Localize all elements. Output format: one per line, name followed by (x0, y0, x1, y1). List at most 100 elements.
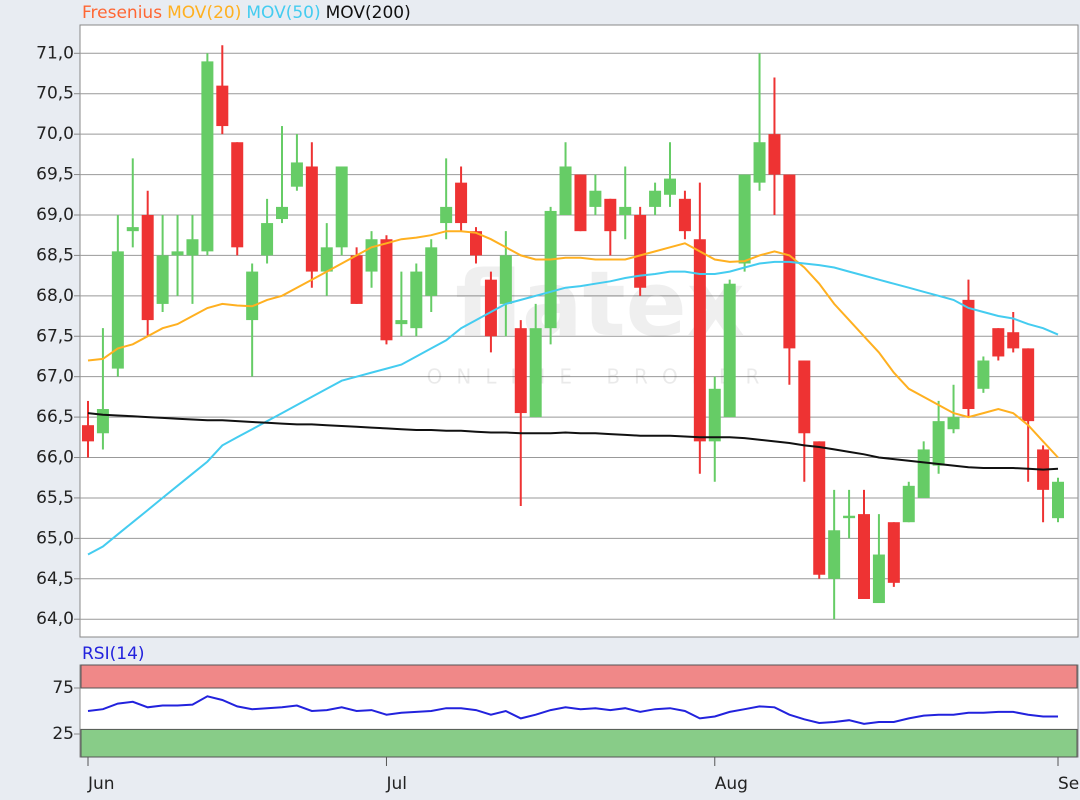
main-panel (79, 24, 1079, 638)
candle-body (380, 239, 393, 341)
y-tick-label: 66,0 (36, 448, 74, 468)
candle-body (425, 247, 438, 296)
watermark: ONLINE BROKER (427, 365, 774, 389)
candle-body (992, 328, 1005, 357)
candle-body (768, 134, 781, 175)
candle-body (1052, 481, 1064, 519)
candle-body (216, 85, 229, 127)
candle-body (395, 320, 408, 325)
y-tick-label: 64,0 (36, 609, 74, 629)
legend-entry: MOV(20) (167, 3, 241, 23)
candle-body (455, 182, 468, 224)
rsi-band (80, 664, 1078, 689)
y-tick-label: 65,5 (36, 488, 74, 508)
y-tick-label: 67,0 (36, 367, 74, 387)
y-tick-label: 64,5 (36, 569, 74, 589)
candle-body (290, 162, 303, 187)
candle-body (82, 425, 94, 442)
candle-body (261, 223, 274, 256)
candle-body (932, 421, 945, 466)
candle-body (320, 247, 333, 272)
candle-body (365, 239, 378, 272)
candle-body (470, 231, 482, 256)
x-tick-label: Jun (87, 774, 115, 794)
candle-body (738, 174, 751, 264)
y-tick-label: 68,5 (36, 245, 74, 265)
y-tick-label: 65,0 (36, 528, 74, 548)
legend-entry: Fresenius (82, 3, 162, 23)
y-tick-label: 71,0 (36, 43, 74, 63)
candle-body (111, 251, 124, 369)
candle-body (723, 283, 736, 418)
candle-body (514, 328, 527, 414)
candle-body (141, 214, 154, 321)
candle-body (440, 206, 453, 224)
candle-body (693, 239, 706, 442)
rsi-band (80, 728, 1078, 758)
candle-body (126, 227, 139, 232)
candle-body (201, 61, 214, 252)
y-tick-label: 66,5 (36, 407, 74, 427)
candle-body (634, 214, 647, 288)
candle-body (156, 255, 169, 304)
candle-body (604, 198, 617, 232)
y-tick-label: 75 (52, 678, 74, 698)
y-tick-label: 68,0 (36, 286, 74, 306)
y-tick-label: 25 (52, 724, 74, 744)
candle-body (305, 166, 318, 272)
candle-body (917, 449, 930, 498)
candle-body (649, 190, 662, 207)
candle-body (559, 166, 572, 215)
candle-body (619, 206, 632, 215)
candle-body (231, 142, 244, 248)
legend: Fresenius MOV(20) MOV(50) MOV(200) (82, 3, 411, 23)
series-line (87, 412, 1059, 471)
candle-body (171, 251, 184, 256)
candle-body (574, 174, 587, 232)
candle-body (678, 198, 691, 232)
legend-entry: MOV(50) (246, 3, 320, 23)
candle-body (276, 206, 288, 220)
candle-body (902, 485, 915, 523)
candle-body (977, 360, 990, 389)
y-tick-label: 70,5 (36, 84, 74, 104)
candle-body (186, 239, 199, 256)
candle-body (947, 417, 960, 430)
candle-body (858, 514, 870, 600)
candle-body (350, 255, 363, 304)
candle-body (813, 441, 826, 575)
x-tick-label: Aug (715, 774, 748, 794)
candle-body (708, 388, 721, 442)
candle-body (798, 360, 811, 434)
candle-body (843, 515, 856, 519)
candle-body (499, 255, 512, 304)
legend-entry: MOV(200) (326, 3, 411, 23)
candle-body (96, 409, 109, 434)
candle-body (335, 166, 348, 248)
candle-body (410, 271, 423, 329)
candle-body (1022, 348, 1035, 422)
series-line (87, 260, 1059, 556)
candle-body (544, 210, 557, 329)
candle-body (529, 328, 542, 418)
candle-body (828, 530, 841, 579)
series-line (87, 230, 1059, 459)
series-line (87, 695, 1058, 725)
candle-body (872, 554, 885, 604)
panel-title: RSI(14) (82, 644, 145, 664)
candle-body (484, 279, 497, 337)
candle-body (664, 178, 676, 195)
candle-body (962, 299, 975, 410)
y-tick-label: 69,5 (36, 165, 74, 185)
candle-body (1007, 332, 1020, 349)
candle-body (589, 190, 602, 207)
y-tick-label: 70,0 (36, 124, 74, 144)
y-tick-label: 69,0 (36, 205, 74, 225)
candle-body (887, 522, 900, 583)
y-tick-label: 67,5 (36, 326, 74, 346)
candle-body (753, 142, 766, 183)
x-tick-label: Jul (385, 774, 407, 794)
x-tick-label: Se (1058, 774, 1079, 794)
